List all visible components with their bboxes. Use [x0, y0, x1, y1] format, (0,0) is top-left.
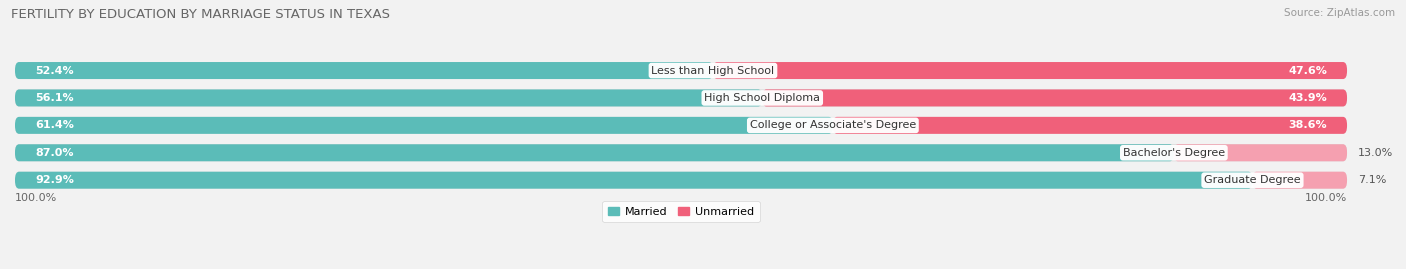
Text: Bachelor's Degree: Bachelor's Degree: [1123, 148, 1225, 158]
Text: 100.0%: 100.0%: [15, 193, 58, 203]
FancyBboxPatch shape: [15, 144, 1174, 161]
FancyBboxPatch shape: [15, 172, 1347, 189]
FancyBboxPatch shape: [15, 62, 713, 79]
Text: Graduate Degree: Graduate Degree: [1204, 175, 1301, 185]
Text: 7.1%: 7.1%: [1358, 175, 1386, 185]
FancyBboxPatch shape: [15, 117, 832, 134]
FancyBboxPatch shape: [832, 117, 1347, 134]
Text: 56.1%: 56.1%: [35, 93, 73, 103]
FancyBboxPatch shape: [15, 172, 1253, 189]
Text: 87.0%: 87.0%: [35, 148, 73, 158]
FancyBboxPatch shape: [15, 90, 762, 107]
Text: 52.4%: 52.4%: [35, 66, 73, 76]
Text: 13.0%: 13.0%: [1358, 148, 1393, 158]
FancyBboxPatch shape: [713, 62, 1347, 79]
FancyBboxPatch shape: [15, 117, 1347, 134]
FancyBboxPatch shape: [1174, 144, 1347, 161]
Text: 38.6%: 38.6%: [1288, 120, 1327, 130]
Text: 92.9%: 92.9%: [35, 175, 75, 185]
FancyBboxPatch shape: [762, 90, 1347, 107]
Text: FERTILITY BY EDUCATION BY MARRIAGE STATUS IN TEXAS: FERTILITY BY EDUCATION BY MARRIAGE STATU…: [11, 8, 391, 21]
Text: Less than High School: Less than High School: [651, 66, 775, 76]
Text: 61.4%: 61.4%: [35, 120, 75, 130]
FancyBboxPatch shape: [15, 62, 1347, 79]
Text: 100.0%: 100.0%: [1305, 193, 1347, 203]
Text: College or Associate's Degree: College or Associate's Degree: [749, 120, 915, 130]
Text: 47.6%: 47.6%: [1288, 66, 1327, 76]
FancyBboxPatch shape: [15, 144, 1347, 161]
Legend: Married, Unmarried: Married, Unmarried: [602, 201, 759, 222]
Text: 43.9%: 43.9%: [1288, 93, 1327, 103]
FancyBboxPatch shape: [15, 90, 1347, 107]
Text: High School Diploma: High School Diploma: [704, 93, 820, 103]
Text: Source: ZipAtlas.com: Source: ZipAtlas.com: [1284, 8, 1395, 18]
FancyBboxPatch shape: [1253, 172, 1347, 189]
